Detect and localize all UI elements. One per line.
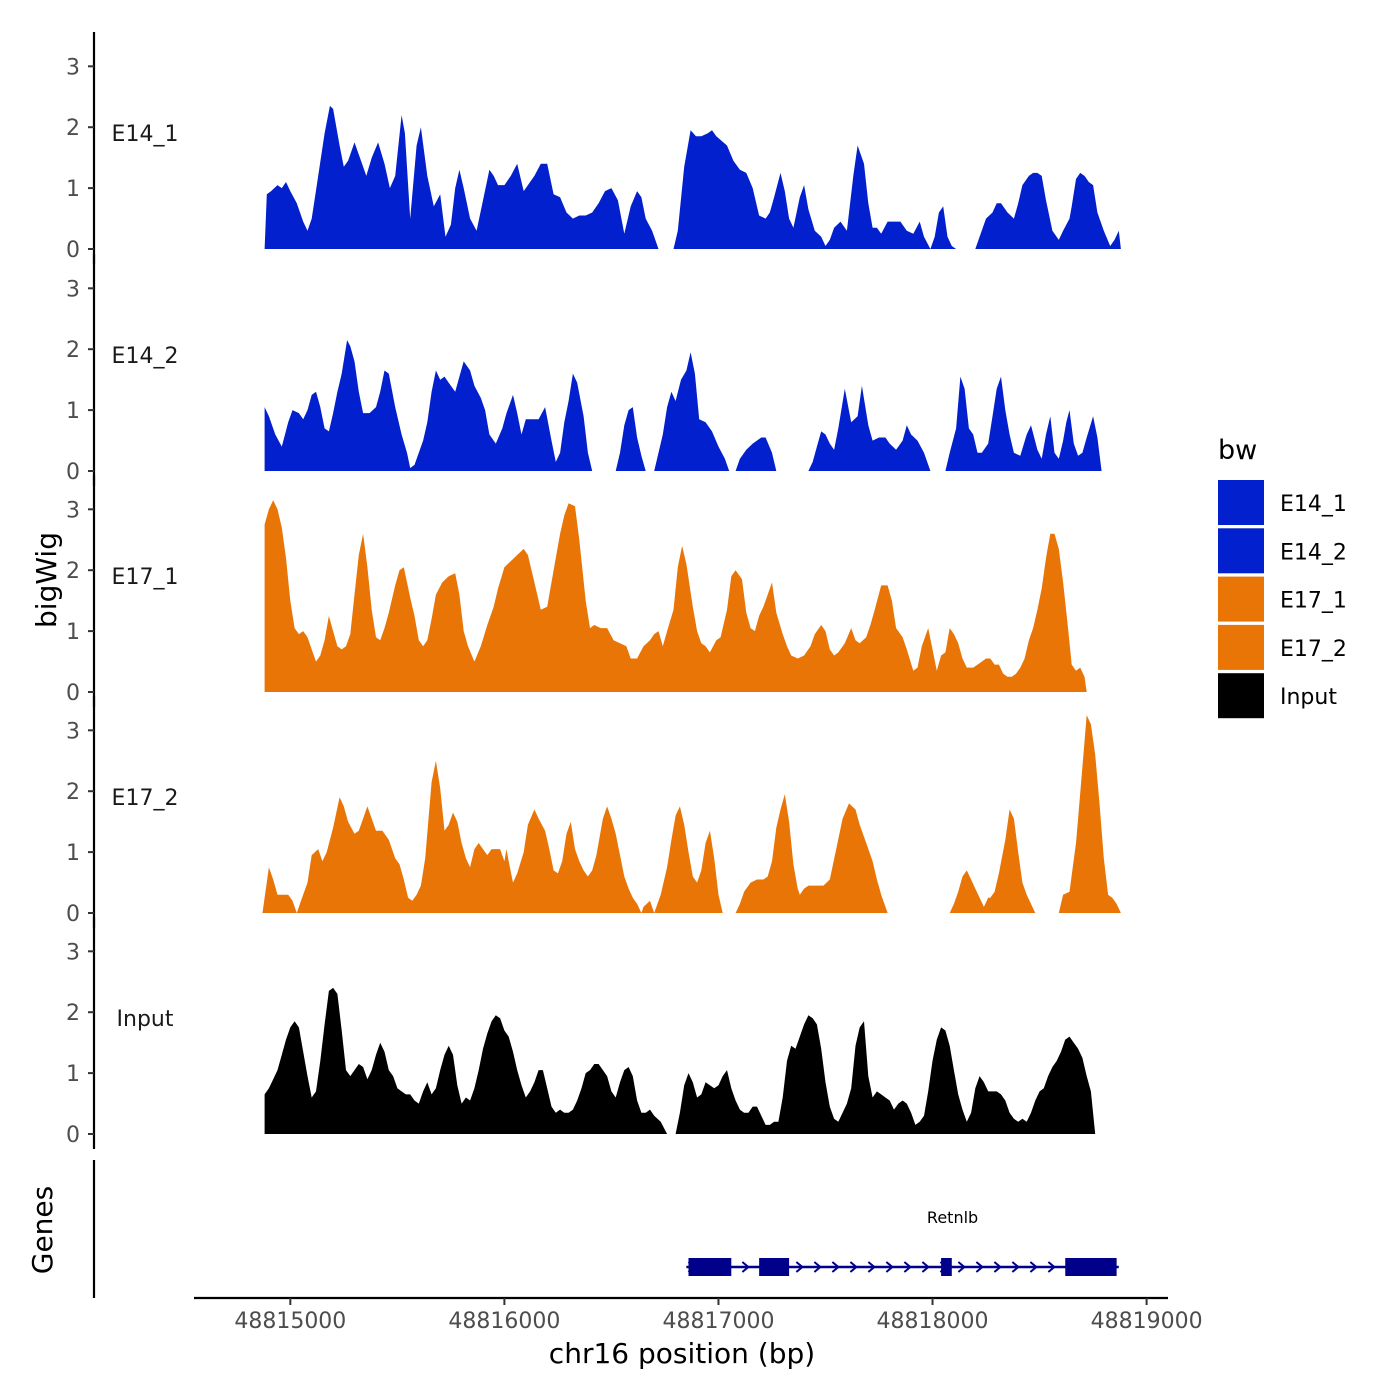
legend-label-E14_2: E14_2 [1280,540,1347,565]
y-tick-label: 1 [66,1062,80,1087]
genes-axis-title: Genes [26,1186,59,1274]
x-tick-label: 48816000 [448,1309,560,1334]
strand-arrow [1029,1261,1038,1273]
track-panel-E14_2: 0 1 2 3 E14_2 [66,254,1102,486]
track-label-E17_1: E17_1 [112,565,179,590]
tracks-layer: 0 1 2 3 E14_1 0 1 2 3 E14_2 0 1 2 3 E17_1 0 1 2 3 E17_2 0 1 2 3… [66,32,1121,1149]
y-tick-label: 0 [66,1123,80,1148]
strand-arrow [795,1261,804,1273]
area-E17_1-segment-1 [264,500,1087,692]
y-tick-label: 0 [66,681,80,706]
area-E14_2-segment-1 [264,340,593,471]
area-E17_2-segment-2 [296,760,655,913]
strand-arrow [1047,1261,1056,1273]
track-label-E17_2: E17_2 [112,786,179,811]
area-E17_2-segment-1 [262,867,297,913]
strand-arrow [975,1261,984,1273]
y-tick-label: 0 [66,460,80,485]
legend-swatch-E14_1 [1218,480,1264,525]
y-tick-label: 1 [66,399,80,424]
area-Input-segment-1 [264,987,668,1134]
x-axis: 48815000 48816000 48817000 48818000 48819000 [194,1296,1203,1334]
y-tick-label: 2 [66,1001,80,1026]
track-panel-E17_1: 0 1 2 3 E17_1 [66,475,1087,707]
strand-arrow [957,1261,966,1273]
strand-arrow [885,1261,894,1273]
y-tick-label: 2 [66,116,80,141]
legend-swatch-Input [1218,673,1264,719]
legend-label-E14_1: E14_1 [1280,492,1347,517]
legend-label-E17_2: E17_2 [1280,637,1347,662]
legend-title: bw [1218,435,1257,466]
gene-exon-3 [941,1258,952,1276]
area-E14_2-segment-5 [808,385,931,471]
strand-arrow [921,1261,930,1273]
strand-arrow [849,1261,858,1273]
y-tick-label: 3 [66,719,80,744]
area-E14_2-segment-6 [945,376,1102,471]
track-panel-E17_2: 0 1 2 3 E17_2 [66,696,1121,928]
y-tick-label: 1 [66,841,80,866]
area-E17_2-segment-5 [949,809,1036,913]
legend-swatch-E14_2 [1218,528,1264,574]
strand-arrow [813,1261,822,1273]
gene-layer: Retnlb [92,1160,1119,1298]
strand-arrow [1011,1261,1020,1273]
strand-arrow [867,1261,876,1273]
legend-swatch-E17_1 [1218,576,1264,622]
strand-arrow [831,1261,840,1273]
y-tick-label: 3 [66,940,80,965]
track-panel-Input: 0 1 2 3 Input [66,917,1096,1149]
gene-exon-4 [1065,1258,1117,1276]
gene-exon-1 [688,1258,732,1276]
x-axis-title: chr16 position (bp) [549,1337,815,1370]
y-tick-label: 2 [66,559,80,584]
legend-swatch-E17_2 [1218,624,1264,670]
area-E14_2-segment-4 [735,437,777,471]
y-tick-label: 1 [66,177,80,202]
area-E17_2-segment-4 [735,794,888,913]
gene-name-label: Retnlb [927,1208,978,1227]
y-tick-label: 2 [66,780,80,805]
track-panel-E14_1: 0 1 2 3 E14_1 [66,32,1121,264]
area-E14_1-segment-1 [264,105,659,250]
area-E17_2-segment-3 [654,806,723,913]
y-tick-label: 1 [66,620,80,645]
track-label-E14_1: E14_1 [112,122,179,147]
x-tick-label: 48819000 [1091,1309,1203,1334]
y-tick-label: 3 [66,55,80,80]
track-label-E14_2: E14_2 [112,344,179,369]
strand-arrow [741,1261,750,1273]
gene-exon-2 [759,1258,790,1276]
area-E14_1-segment-2 [673,130,957,249]
area-E17_2-segment-6 [1058,715,1121,913]
area-E14_2-segment-3 [654,352,730,471]
strand-arrow [993,1261,1002,1273]
legend-label-Input: Input [1280,685,1337,710]
y-tick-label: 0 [66,902,80,927]
legend-label-E17_1: E17_1 [1280,589,1347,614]
track-label-Input: Input [117,1007,174,1032]
x-tick-label: 48817000 [662,1309,774,1334]
x-tick-label: 48815000 [234,1309,346,1334]
y-tick-label: 0 [66,238,80,263]
gene-model-Retnlb: Retnlb [686,1208,1119,1276]
y-axis-title: bigWig [30,532,63,628]
x-tick-label: 48818000 [877,1309,989,1334]
y-tick-label: 2 [66,338,80,363]
legend: bw E14_1 E14_2 E17_1 E17_2 Input [1218,435,1347,719]
area-E14_1-segment-3 [975,172,1121,249]
strand-arrow [903,1261,912,1273]
area-Input-segment-2 [675,1015,1096,1134]
y-tick-label: 3 [66,498,80,523]
area-E14_2-segment-2 [615,407,646,471]
y-tick-label: 3 [66,277,80,302]
